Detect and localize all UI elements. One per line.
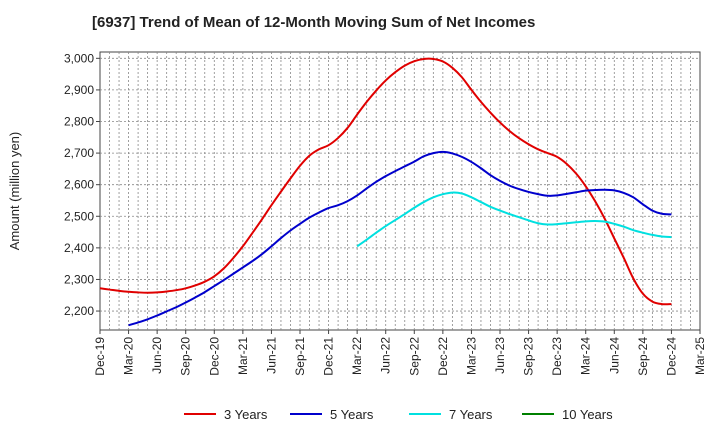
series-line-7-years [356,191,672,248]
y-axis-ticks: 2,200 2,300 2,400 2,500 2,600 2,700 2,800 2,900… [64,51,100,318]
legend: 3 Years 5 Years 7 Years 10 Years [184,407,613,422]
y-tick-label: 2,500 [64,209,94,223]
y-tick-label: 2,300 [64,272,94,286]
y-tick-label: 2,400 [64,241,94,255]
y-tick-label: 3,000 [64,51,94,65]
x-tick-label: Sep-20 [179,337,193,376]
x-tick-label: Mar-21 [236,337,250,375]
x-tick-label: Dec-24 [664,337,678,376]
x-tick-label: Sep-24 [636,337,650,376]
y-tick-label: 2,800 [64,115,94,129]
x-tick-label: Dec-23 [550,337,564,376]
legend-label: 3 Years [224,407,268,422]
x-tick-label: Mar-22 [350,337,364,375]
legend-label: 5 Years [330,407,374,422]
series-lines [99,57,672,327]
chart-title: [6937] Trend of Mean of 12-Month Moving … [92,14,536,31]
x-tick-label: Jun-20 [150,337,164,374]
y-tick-label: 2,600 [64,178,94,192]
x-tick-label: Jun-23 [493,337,507,374]
plot-area [99,51,701,331]
x-tick-label: Mar-24 [579,337,593,375]
x-tick-label: Jun-22 [379,337,393,374]
x-tick-label: Sep-23 [522,337,536,376]
y-tick-label: 2,200 [64,304,94,318]
legend-label: 10 Years [562,407,613,422]
x-tick-label: Mar-25 [693,337,707,375]
x-tick-label: Jun-21 [264,337,278,374]
series-line-5-years [128,150,672,327]
x-tick-label: Mar-20 [122,337,136,375]
y-tick-label: 2,700 [64,146,94,160]
x-tick-label: Sep-22 [407,337,421,376]
x-tick-label: Dec-21 [322,337,336,376]
x-tick-label: Dec-22 [436,337,450,376]
x-tick-label: Jun-24 [607,337,621,374]
x-axis-ticks: Dec-19 Mar-20 Jun-20 Sep-20 Dec-20 Mar-21 Jun-… [93,330,707,376]
y-tick-label: 2,900 [64,83,94,97]
x-tick-label: Sep-21 [293,337,307,376]
series-line-3-years [99,57,672,306]
legend-label: 7 Years [449,407,493,422]
x-tick-label: Dec-20 [207,337,221,376]
x-tick-label: Dec-19 [93,337,107,376]
x-tick-label: Mar-23 [464,337,478,375]
y-axis-label: Amount (million yen) [7,132,22,251]
